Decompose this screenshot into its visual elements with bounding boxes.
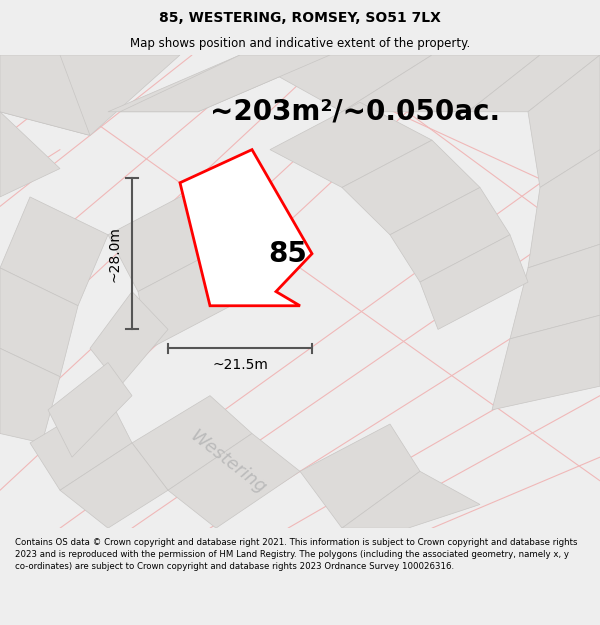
Polygon shape <box>528 55 600 188</box>
Polygon shape <box>270 102 432 188</box>
Polygon shape <box>60 443 168 528</box>
Polygon shape <box>132 396 252 490</box>
Polygon shape <box>48 362 132 457</box>
Polygon shape <box>510 244 600 339</box>
Polygon shape <box>342 471 480 528</box>
Polygon shape <box>108 188 228 291</box>
Text: ~21.5m: ~21.5m <box>212 358 268 372</box>
Polygon shape <box>468 55 600 112</box>
Polygon shape <box>180 149 312 306</box>
Polygon shape <box>0 348 60 443</box>
Polygon shape <box>420 235 528 329</box>
Text: 85, WESTERING, ROMSEY, SO51 7LX: 85, WESTERING, ROMSEY, SO51 7LX <box>159 11 441 25</box>
Polygon shape <box>528 149 600 268</box>
Polygon shape <box>0 55 180 136</box>
Text: Westering: Westering <box>187 427 269 497</box>
Polygon shape <box>30 396 132 490</box>
Text: Contains OS data © Crown copyright and database right 2021. This information is : Contains OS data © Crown copyright and d… <box>15 538 577 571</box>
Text: Map shows position and indicative extent of the property.: Map shows position and indicative extent… <box>130 38 470 51</box>
Polygon shape <box>120 55 330 112</box>
Polygon shape <box>138 244 240 348</box>
Polygon shape <box>0 197 108 306</box>
Polygon shape <box>108 55 330 112</box>
Text: ~203m²/~0.050ac.: ~203m²/~0.050ac. <box>210 98 500 126</box>
Text: ~28.0m: ~28.0m <box>107 226 121 282</box>
Polygon shape <box>0 55 90 136</box>
Polygon shape <box>90 291 168 386</box>
Polygon shape <box>0 112 60 197</box>
Polygon shape <box>168 434 300 528</box>
Polygon shape <box>492 315 600 410</box>
Text: 85: 85 <box>269 240 307 268</box>
Polygon shape <box>300 424 420 528</box>
Polygon shape <box>0 268 78 377</box>
Polygon shape <box>240 55 432 112</box>
Polygon shape <box>342 140 480 235</box>
Polygon shape <box>390 188 510 282</box>
Polygon shape <box>342 55 540 112</box>
